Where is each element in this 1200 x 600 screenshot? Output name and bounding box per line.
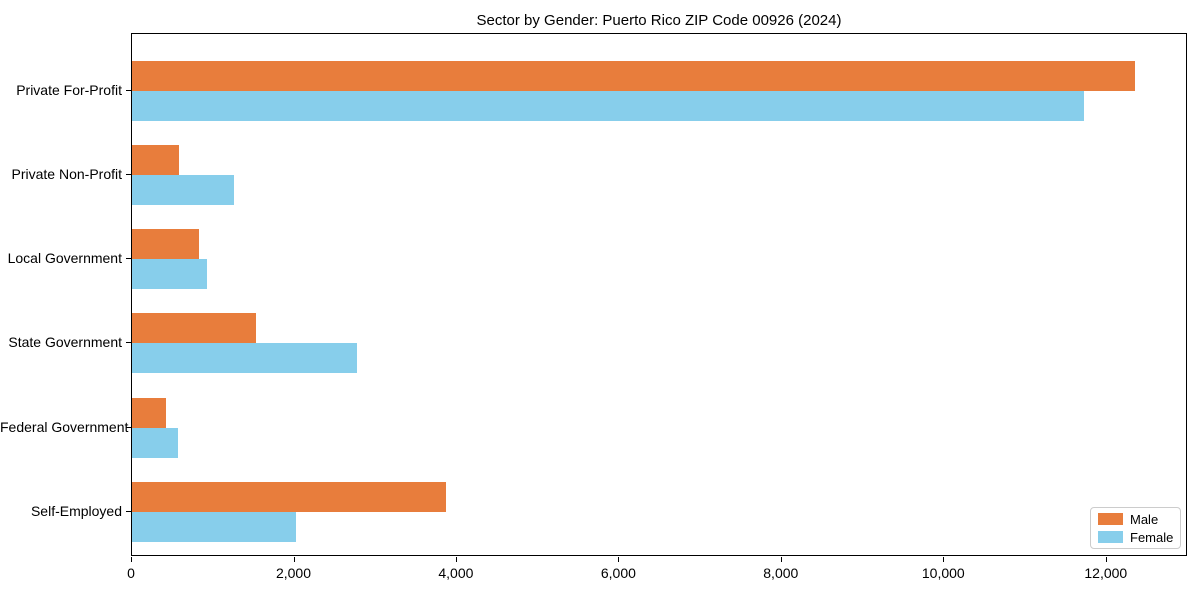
x-tick-10000 <box>943 557 945 562</box>
bar-female-state-government <box>132 343 357 374</box>
category-label-private-for-profit: Private For-Profit <box>16 82 122 98</box>
bar-male-self-employed <box>132 482 447 512</box>
legend-label-female: Female <box>1130 529 1174 545</box>
x-tick-label-0: 0 <box>127 565 135 581</box>
bar-male-federal-government <box>132 397 167 428</box>
category-label-state-government: State Government <box>8 334 122 350</box>
category-label-self-employed: Self-Employed <box>30 503 122 519</box>
bar-female-private-for-profit <box>132 90 1084 121</box>
y-tick-self-employed <box>126 511 131 512</box>
legend-label-male: Male <box>1130 511 1159 527</box>
chart-title: Sector by Gender: Puerto Rico ZIP Code 0… <box>476 12 842 29</box>
x-tick-12000 <box>1105 557 1107 562</box>
x-tick-8000 <box>780 557 782 562</box>
legend-entry-female: Female <box>1098 530 1173 545</box>
bar-female-local-government <box>132 259 207 290</box>
legend-swatch-female <box>1098 531 1123 543</box>
category-label-private-non-profit: Private Non-Profit <box>11 166 122 182</box>
bar-female-federal-government <box>132 427 178 458</box>
bar-female-private-non-profit <box>132 174 235 205</box>
y-tick-local-government <box>126 258 131 259</box>
bar-male-local-government <box>132 229 199 260</box>
x-tick-label-6000: 6,000 <box>600 565 636 581</box>
x-tick-label-8000: 8,000 <box>763 565 799 581</box>
legend-entry-male: Male <box>1098 512 1173 527</box>
y-tick-private-non-profit <box>126 174 131 175</box>
legend-swatch-male <box>1098 513 1123 525</box>
y-tick-private-for-profit <box>126 90 131 91</box>
x-tick-label-12000: 12,000 <box>1084 565 1128 581</box>
category-label-local-government: Local Government <box>7 250 122 266</box>
y-tick-state-government <box>126 342 131 343</box>
y-tick-federal-government <box>126 427 131 428</box>
x-tick-label-10000: 10,000 <box>921 565 965 581</box>
x-tick-2000 <box>293 557 295 562</box>
x-tick-label-4000: 4,000 <box>438 565 474 581</box>
category-label-federal-government: Federal Government <box>0 419 129 435</box>
bar-male-state-government <box>132 313 256 344</box>
legend: Male Female <box>1090 507 1181 549</box>
bar-male-private-for-profit <box>132 60 1136 91</box>
plot-area <box>131 33 1187 556</box>
x-tick-4000 <box>455 557 457 562</box>
x-tick-6000 <box>618 557 620 562</box>
x-tick-label-2000: 2,000 <box>275 565 312 581</box>
bar-female-self-employed <box>132 512 297 542</box>
x-tick-0 <box>131 557 132 562</box>
bar-male-private-non-profit <box>132 144 180 175</box>
